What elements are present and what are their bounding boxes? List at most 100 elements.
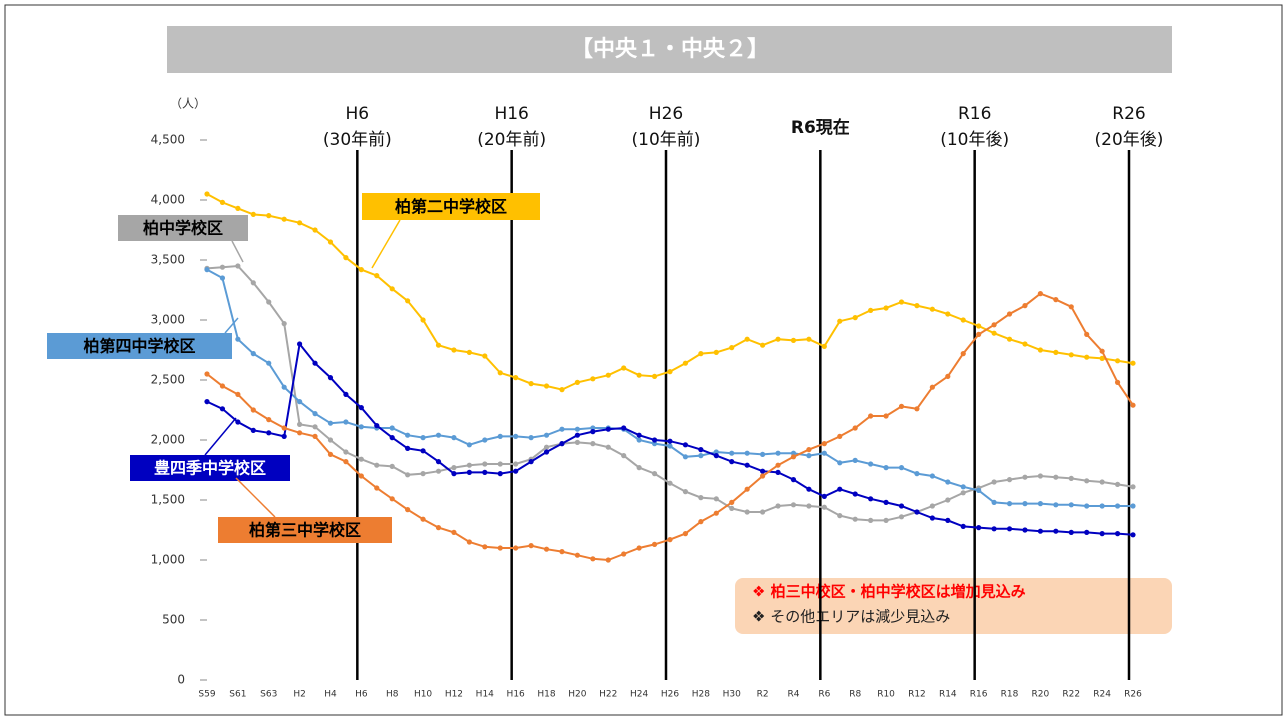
data-point xyxy=(960,490,966,496)
data-point xyxy=(960,484,966,490)
data-point xyxy=(358,267,364,273)
data-point xyxy=(281,321,287,327)
data-point xyxy=(405,432,411,438)
data-point xyxy=(451,471,457,477)
data-point xyxy=(513,375,519,381)
data-point xyxy=(1053,349,1059,355)
data-point xyxy=(1084,529,1090,536)
data-point xyxy=(682,442,689,448)
y-tick-label: 2,000 xyxy=(151,433,185,447)
note: ❖ その他エリアは減少見込み xyxy=(752,608,950,626)
data-point xyxy=(574,439,581,445)
data-point xyxy=(713,496,719,502)
data-point xyxy=(636,437,642,443)
data-point xyxy=(760,473,766,479)
data-point xyxy=(312,424,318,430)
data-point xyxy=(821,493,827,499)
data-point xyxy=(204,371,210,377)
data-point xyxy=(204,191,210,197)
data-point xyxy=(389,425,395,431)
data-point xyxy=(1006,501,1013,507)
x-tick-label: S61 xyxy=(229,690,246,700)
data-point xyxy=(651,471,658,477)
data-point xyxy=(482,437,488,443)
label-connector xyxy=(231,240,244,263)
data-point xyxy=(621,453,627,459)
label-connector xyxy=(204,417,237,456)
data-point xyxy=(945,311,951,317)
data-point xyxy=(281,425,287,431)
x-tick-label: H14 xyxy=(476,690,494,700)
data-point xyxy=(698,453,704,459)
data-point xyxy=(543,383,550,389)
chart-title: 【中央１・中央２】 xyxy=(571,36,769,62)
x-tick-label: R22 xyxy=(1062,690,1080,700)
data-point xyxy=(636,432,642,438)
data-point xyxy=(744,450,750,456)
data-point xyxy=(1130,484,1136,490)
data-point xyxy=(1006,311,1013,317)
data-point xyxy=(1114,358,1121,364)
data-point xyxy=(420,317,426,323)
data-point xyxy=(1022,474,1028,480)
data-point xyxy=(420,471,426,477)
series-label: 柏第二中学校区 xyxy=(395,197,507,216)
series-label-box xyxy=(118,215,248,241)
data-point xyxy=(482,353,488,359)
data-point xyxy=(543,449,550,455)
data-point xyxy=(883,305,889,311)
era-note: (10年後) xyxy=(940,130,1009,150)
data-point xyxy=(482,461,488,467)
data-point xyxy=(466,469,472,475)
data-point xyxy=(266,213,272,219)
data-point xyxy=(389,463,395,469)
data-point xyxy=(929,306,935,312)
data-point xyxy=(729,505,735,511)
data-point xyxy=(713,510,719,516)
data-point xyxy=(976,525,982,531)
data-point xyxy=(466,462,472,468)
data-point xyxy=(235,391,241,397)
data-point xyxy=(281,216,287,222)
data-point xyxy=(405,507,411,513)
data-point xyxy=(420,516,426,522)
data-point xyxy=(945,373,951,379)
data-point xyxy=(327,239,334,245)
data-point xyxy=(837,513,843,519)
x-tick-label: H20 xyxy=(568,690,586,700)
data-point xyxy=(852,516,858,522)
data-point xyxy=(821,450,827,456)
data-point xyxy=(775,336,781,342)
x-tick-label: R8 xyxy=(849,690,861,700)
data-point xyxy=(1006,336,1013,342)
data-point xyxy=(559,441,565,447)
series-label-box xyxy=(218,517,392,543)
data-point xyxy=(667,369,673,375)
data-point xyxy=(1053,474,1059,480)
data-point xyxy=(559,387,565,393)
data-point xyxy=(405,472,411,478)
data-point xyxy=(744,462,750,468)
data-point xyxy=(1099,355,1105,361)
data-point xyxy=(744,486,750,492)
data-point xyxy=(1022,501,1028,507)
data-point xyxy=(1114,379,1121,385)
data-point xyxy=(929,515,935,521)
data-point xyxy=(327,437,334,443)
data-point xyxy=(219,406,226,412)
data-point xyxy=(343,255,349,261)
data-point xyxy=(312,411,318,417)
data-point xyxy=(250,211,256,217)
data-point xyxy=(266,299,272,305)
era-label: R6現在 xyxy=(791,117,850,138)
data-point xyxy=(497,461,503,467)
data-point xyxy=(374,462,380,468)
data-point xyxy=(528,543,534,549)
data-point xyxy=(837,460,843,466)
data-point xyxy=(651,437,658,443)
data-point xyxy=(868,307,874,313)
data-point xyxy=(806,486,812,492)
era-note: (30年前) xyxy=(323,130,392,150)
data-point xyxy=(497,370,503,376)
data-point xyxy=(651,541,658,548)
